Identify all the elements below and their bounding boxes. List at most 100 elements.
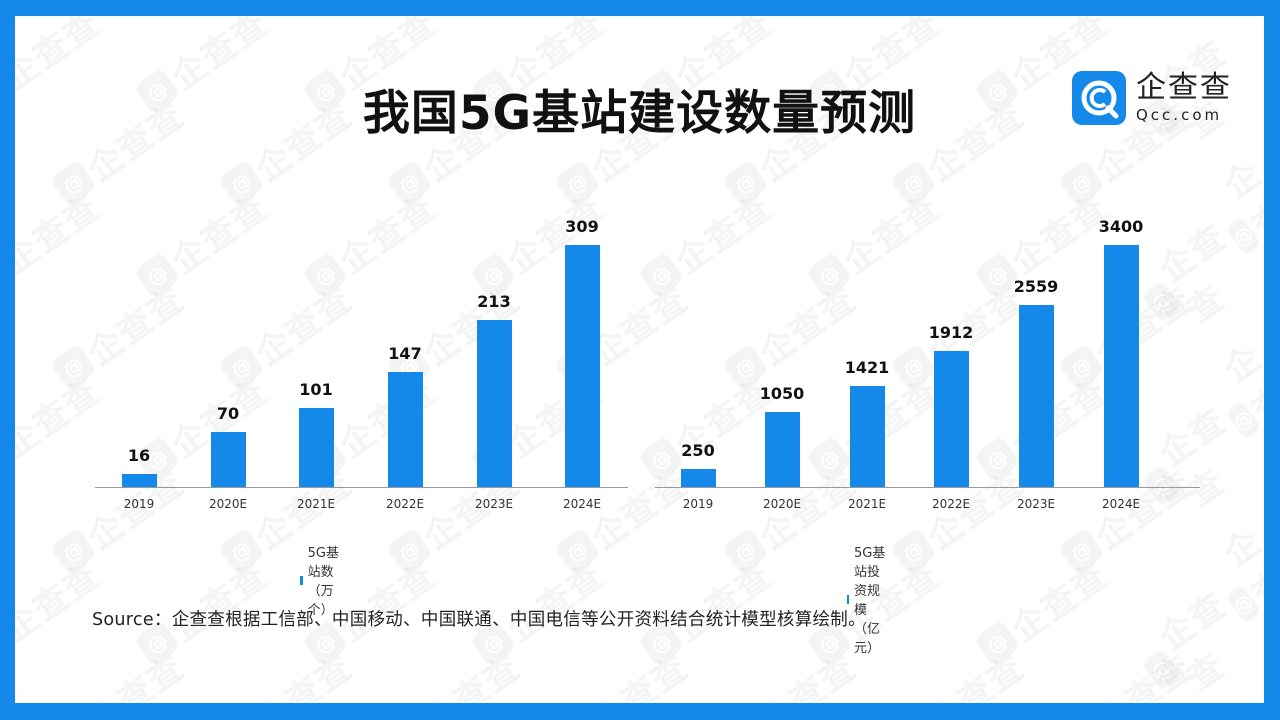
watermark: @企查查 bbox=[969, 549, 1117, 673]
x-tick-label: 2020E bbox=[762, 497, 802, 511]
watermark: @企查查 bbox=[15, 181, 109, 305]
watermark-logo-icon: @ bbox=[49, 159, 97, 207]
watermark: @企查查 bbox=[45, 641, 193, 703]
bar-value-label: 2559 bbox=[1013, 277, 1059, 296]
watermark: @企查查 bbox=[45, 457, 193, 581]
watermark-text: 企查查 bbox=[668, 555, 781, 650]
watermark-text: 企查查 bbox=[248, 279, 361, 374]
qcc-logo: 企查查 Qcc.com bbox=[1072, 71, 1232, 125]
watermark-logo-icon: @ bbox=[805, 251, 853, 299]
slide-canvas: @企查查@企查查@企查查@企查查@企查查@企查查@企查查@企查查@企查查@企查查… bbox=[15, 16, 1264, 703]
bar bbox=[210, 432, 246, 487]
watermark-text: 企查查 bbox=[1213, 691, 1264, 703]
watermark-logo-icon: @ bbox=[1141, 280, 1183, 323]
watermark-text: 企查查 bbox=[1217, 521, 1264, 615]
watermark-logo-icon: @ bbox=[385, 159, 433, 207]
watermark-logo-icon: @ bbox=[973, 619, 1021, 667]
bar-value-label: 16 bbox=[127, 446, 151, 465]
source-note: Source：企查查根据工信部、中国移动、中国联通、中国电信等公开资料结合统计模… bbox=[92, 610, 866, 630]
watermark: @企查查 bbox=[1053, 641, 1201, 703]
watermark: @企查查 bbox=[15, 365, 109, 489]
watermark-logo-icon: @ bbox=[889, 159, 937, 207]
watermark-text: 企查查 bbox=[1217, 153, 1264, 247]
qcc-logo-icon bbox=[1072, 71, 1126, 125]
bar bbox=[1103, 245, 1139, 487]
watermark: @企查查 bbox=[885, 641, 1033, 703]
watermark-text: 企查查 bbox=[1088, 647, 1201, 703]
bar-value-label: 101 bbox=[299, 380, 333, 399]
legend-swatch-icon bbox=[847, 594, 849, 604]
watermark-text: 企查查 bbox=[500, 555, 613, 650]
watermark-logo-icon: @ bbox=[1225, 584, 1262, 624]
watermark-logo-icon: @ bbox=[721, 159, 769, 207]
x-tick-label: 2020E bbox=[208, 497, 248, 511]
x-tick-label: 2024E bbox=[562, 497, 602, 511]
watermark: @企查查 bbox=[129, 365, 277, 489]
watermark: @企查查 bbox=[717, 641, 865, 703]
watermark-text: 企查查 bbox=[1152, 400, 1235, 516]
watermark-text: 企查查 bbox=[80, 647, 193, 703]
watermark-logo-icon: @ bbox=[133, 251, 181, 299]
x-axis-line bbox=[95, 487, 628, 488]
bar bbox=[764, 412, 800, 487]
watermark-text: 企查查 bbox=[1152, 216, 1235, 332]
watermark-text: 企查查 bbox=[1088, 279, 1201, 374]
watermark-logo-icon: @ bbox=[1141, 648, 1183, 691]
legend-swatch-icon bbox=[300, 575, 303, 585]
watermark-logo-icon: @ bbox=[553, 159, 601, 207]
watermark-logo-icon: @ bbox=[1225, 216, 1262, 256]
bar-value-label: 147 bbox=[388, 344, 422, 363]
chart-legend: 5G基站投资规模（亿元） bbox=[847, 542, 887, 656]
bar-value-label: 309 bbox=[565, 217, 599, 236]
watermark-logo-icon: @ bbox=[889, 527, 937, 575]
x-tick-label: 2023E bbox=[474, 497, 514, 511]
watermark-logo-icon: @ bbox=[1057, 159, 1105, 207]
bar-value-label: 213 bbox=[477, 292, 511, 311]
watermark: @企查查 bbox=[549, 641, 697, 703]
watermark: @企查查 bbox=[1193, 139, 1264, 302]
legend-label: 5G基站数（万个） bbox=[307, 546, 340, 618]
watermark-logo-icon: @ bbox=[553, 527, 601, 575]
bar bbox=[680, 469, 716, 487]
watermark-text: 企查查 bbox=[1217, 337, 1264, 431]
legend-label: 5G基站投资规模（亿元） bbox=[854, 546, 886, 656]
chart-legend: 5G基站数（万个） bbox=[300, 542, 340, 618]
watermark-text: 企查查 bbox=[15, 187, 109, 282]
watermark: @企查查 bbox=[213, 273, 361, 397]
watermark: @企查查 bbox=[45, 273, 193, 397]
bar-value-label: 250 bbox=[681, 441, 715, 460]
watermark: @企查查 bbox=[1193, 691, 1264, 703]
bar bbox=[387, 372, 423, 487]
watermark-logo-icon: @ bbox=[49, 343, 97, 391]
watermark-text: 企查查 bbox=[584, 647, 697, 703]
watermark-text: 企查查 bbox=[1004, 555, 1117, 650]
logo-name-en: Qcc.com bbox=[1136, 106, 1223, 124]
x-tick-label: 2022E bbox=[385, 497, 425, 511]
bar-value-label: 1912 bbox=[928, 323, 974, 342]
watermark-logo-icon: @ bbox=[301, 251, 349, 299]
watermark-logo-icon: @ bbox=[805, 435, 853, 483]
x-axis-line bbox=[655, 487, 1200, 488]
watermark: @企查查 bbox=[1123, 572, 1264, 703]
watermark-logo-icon: @ bbox=[217, 527, 265, 575]
x-tick-label: 2021E bbox=[847, 497, 887, 511]
watermark-text: 企查查 bbox=[668, 187, 781, 282]
watermark-text: 企查查 bbox=[164, 555, 277, 650]
watermark-text: 企查查 bbox=[920, 647, 1033, 703]
bar bbox=[1018, 305, 1054, 487]
watermark-text: 企查查 bbox=[836, 187, 949, 282]
bar-value-label: 3400 bbox=[1098, 217, 1144, 236]
bar bbox=[298, 408, 334, 487]
watermark-text: 企查查 bbox=[1152, 584, 1235, 700]
watermark: @企查查 bbox=[213, 641, 361, 703]
x-tick-label: 2022E bbox=[931, 497, 971, 511]
watermark: @企查查 bbox=[129, 181, 277, 305]
watermark-logo-icon: @ bbox=[1057, 527, 1105, 575]
x-tick-label: 2019 bbox=[682, 497, 714, 511]
watermark-logo-icon: @ bbox=[49, 527, 97, 575]
watermark-text: 企查查 bbox=[332, 555, 445, 650]
page-title: 我国5G基站建设数量预测 bbox=[362, 86, 917, 141]
watermark: @企查查 bbox=[1123, 388, 1264, 533]
watermark-text: 企查查 bbox=[15, 371, 109, 466]
